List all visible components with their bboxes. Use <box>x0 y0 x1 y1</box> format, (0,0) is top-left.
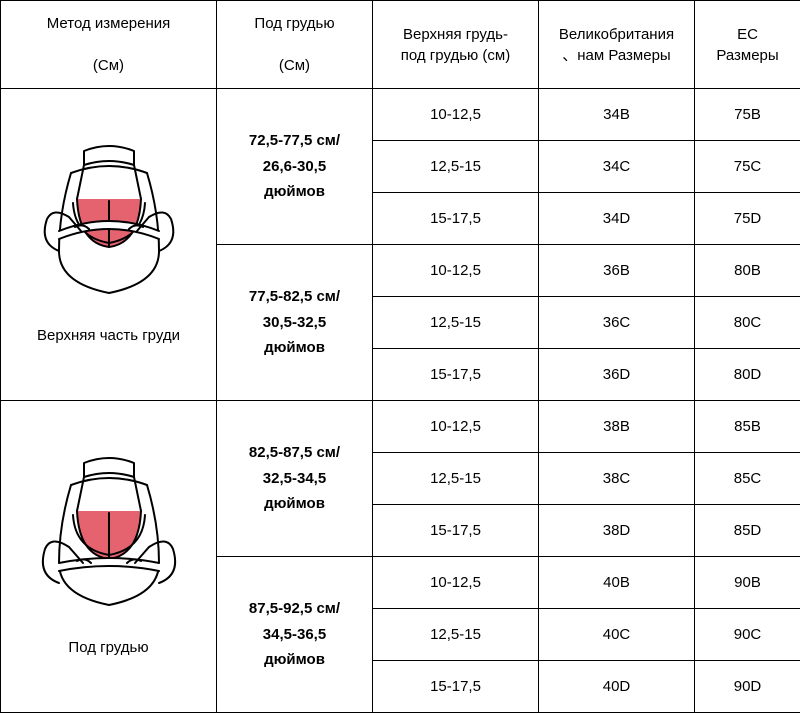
uk-size-cell: 34D <box>539 193 695 245</box>
under-bust-range: 72,5-77,5 см/ 26,6-30,5 дюймов <box>217 89 373 245</box>
size-chart-table: Метод измерения (См) Под грудью (См) Вер… <box>0 0 800 713</box>
method-cell-underbust: Под грудью <box>1 401 217 713</box>
eu-size-cell: 80C <box>695 297 800 349</box>
header-text: Метод измерения <box>47 15 171 32</box>
diff-cell: 15-17,5 <box>373 193 539 245</box>
uk-size-cell: 38C <box>539 453 695 505</box>
uk-size-cell: 36B <box>539 245 695 297</box>
eu-size-cell: 90B <box>695 557 800 609</box>
header-text: (См) <box>93 57 124 74</box>
under-bust-range: 87,5-92,5 см/ 34,5-36,5 дюймов <box>217 557 373 713</box>
uk-size-cell: 40D <box>539 661 695 713</box>
header-method: Метод измерения (См) <box>1 1 217 89</box>
diff-cell: 10-12,5 <box>373 557 539 609</box>
overbust-measurement-icon <box>29 143 189 313</box>
diff-cell: 15-17,5 <box>373 349 539 401</box>
header-eu: ЕС Размеры <box>695 1 800 89</box>
header-text: Размеры <box>716 47 778 64</box>
under-bust-range: 82,5-87,5 см/ 32,5-34,5 дюймов <box>217 401 373 557</box>
method-label: Под грудью <box>11 637 206 658</box>
header-text: (См) <box>279 57 310 74</box>
eu-size-cell: 85B <box>695 401 800 453</box>
eu-size-cell: 75D <box>695 193 800 245</box>
table-row: Верхняя часть груди 72,5-77,5 см/ 26,6-3… <box>1 89 800 141</box>
diff-cell: 10-12,5 <box>373 401 539 453</box>
header-text: 、нам Размеры <box>562 47 670 64</box>
eu-size-cell: 90C <box>695 609 800 661</box>
header-row: Метод измерения (См) Под грудью (См) Вер… <box>1 1 800 89</box>
uk-size-cell: 40B <box>539 557 695 609</box>
eu-size-cell: 75C <box>695 141 800 193</box>
uk-size-cell: 34C <box>539 141 695 193</box>
uk-size-cell: 38B <box>539 401 695 453</box>
eu-size-cell: 90D <box>695 661 800 713</box>
diff-cell: 10-12,5 <box>373 89 539 141</box>
header-uk: Великобритания 、нам Размеры <box>539 1 695 89</box>
diff-cell: 10-12,5 <box>373 245 539 297</box>
diff-cell: 12,5-15 <box>373 609 539 661</box>
underbust-measurement-icon <box>29 455 189 625</box>
header-diff: Верхняя грудь- под грудью (см) <box>373 1 539 89</box>
uk-size-cell: 40C <box>539 609 695 661</box>
diff-cell: 15-17,5 <box>373 505 539 557</box>
header-text: Великобритания <box>559 26 674 43</box>
uk-size-cell: 36C <box>539 297 695 349</box>
uk-size-cell: 34B <box>539 89 695 141</box>
table-row: Под грудью 82,5-87,5 см/ 32,5-34,5 дюймо… <box>1 401 800 453</box>
header-text: ЕС <box>737 26 758 43</box>
eu-size-cell: 80B <box>695 245 800 297</box>
method-label: Верхняя часть груди <box>11 325 206 346</box>
method-cell-overbust: Верхняя часть груди <box>1 89 217 401</box>
eu-size-cell: 75B <box>695 89 800 141</box>
eu-size-cell: 85D <box>695 505 800 557</box>
uk-size-cell: 36D <box>539 349 695 401</box>
header-text: Под грудью <box>254 15 334 32</box>
under-bust-range: 77,5-82,5 см/ 30,5-32,5 дюймов <box>217 245 373 401</box>
diff-cell: 12,5-15 <box>373 453 539 505</box>
eu-size-cell: 85C <box>695 453 800 505</box>
header-text: Верхняя грудь- <box>403 26 508 43</box>
diff-cell: 12,5-15 <box>373 297 539 349</box>
header-text: под грудью (см) <box>401 47 511 64</box>
diff-cell: 15-17,5 <box>373 661 539 713</box>
uk-size-cell: 38D <box>539 505 695 557</box>
diff-cell: 12,5-15 <box>373 141 539 193</box>
eu-size-cell: 80D <box>695 349 800 401</box>
header-under: Под грудью (См) <box>217 1 373 89</box>
